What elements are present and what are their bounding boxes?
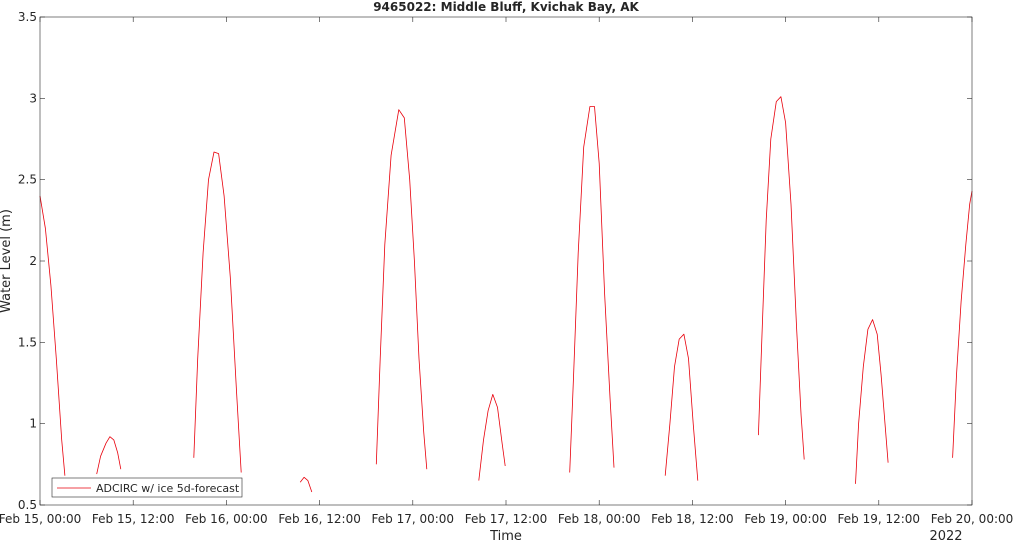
x-tick-label: Feb 16, 12:00 [278, 512, 361, 526]
x-tick-label: Feb 18, 12:00 [651, 512, 734, 526]
y-tick-label: 3 [29, 91, 37, 105]
x-tick-label: Feb 17, 12:00 [465, 512, 548, 526]
x-axis-label: Time [489, 529, 522, 541]
series-line-segment [569, 106, 615, 473]
axes-layer: 0.5 1 1.5 2 2.5 3 3.5 Feb 15, 00:00 Feb 15, 12:0… [0, 10, 1013, 526]
series-line-segment [855, 319, 889, 484]
series-line-segment [375, 109, 428, 470]
x-tick-label: Feb 20, 00:00 [931, 512, 1013, 526]
x-tick-label: Feb 17, 00:00 [372, 512, 455, 526]
y-tick-label: 2 [29, 254, 37, 268]
series-layer [39, 96, 973, 493]
x-tick-label: Feb 15, 00:00 [0, 512, 81, 526]
legend-entry-label: ADCIRC w/ ice 5d-forecast [96, 482, 240, 495]
legend: ADCIRC w/ ice 5d-forecast [51, 477, 243, 498]
chart-title: 9465022: Middle Bluff, Kvichak Bay, AK [373, 0, 639, 14]
series-line-segment [952, 191, 973, 458]
x-tick-label: Feb 18, 00:00 [558, 512, 641, 526]
series-line-segment [299, 476, 313, 493]
series-line-segment [96, 436, 122, 475]
y-tick-label: 2.5 [18, 173, 37, 187]
y-axis-label: Water Level (m) [0, 209, 14, 313]
x-tick-label: Feb 15, 12:00 [92, 512, 175, 526]
legend-box [51, 477, 243, 498]
x-tick-label: Feb 19, 12:00 [838, 512, 921, 526]
plot-frame [39, 16, 973, 506]
series-line-segment [193, 151, 242, 473]
y-tick-label: 1 [29, 417, 37, 431]
series-line-segment [39, 195, 66, 476]
x-tick-label: Feb 16, 00:00 [185, 512, 268, 526]
series-line-segment [664, 333, 699, 481]
y-tick-label: 0.5 [18, 498, 37, 512]
series-line-segment [478, 393, 506, 481]
series-line-segment [758, 96, 805, 460]
plot-area [40, 17, 972, 505]
y-tick-label: 1.5 [18, 335, 37, 349]
x-axis-year-label: 2022 [929, 529, 962, 541]
x-tick-label: Feb 19, 00:00 [744, 512, 827, 526]
y-tick-label: 3.5 [18, 10, 37, 24]
